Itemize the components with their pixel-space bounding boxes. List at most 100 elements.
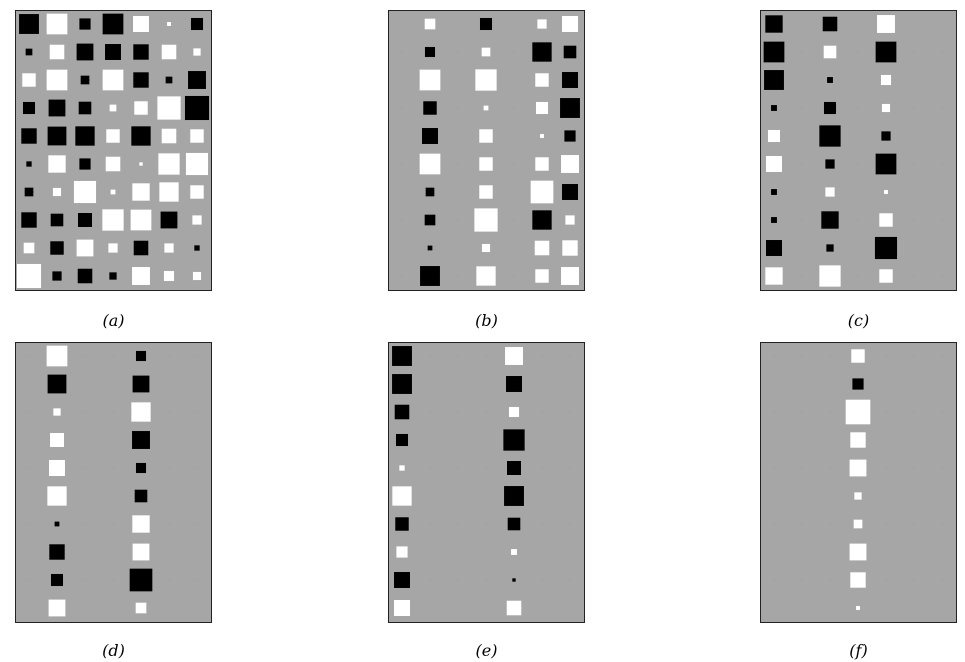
- hinton-svg: [760, 10, 957, 291]
- negative-weight-square: [771, 105, 777, 111]
- zero-weight-dot: [913, 191, 915, 193]
- positive-weight-square: [108, 243, 118, 253]
- zero-weight-dot: [112, 411, 114, 413]
- zero-weight-dot: [457, 79, 459, 81]
- caption-d: (d): [102, 641, 125, 660]
- zero-weight-dot: [112, 383, 114, 385]
- positive-weight-square: [102, 209, 124, 231]
- positive-weight-square: [506, 600, 522, 616]
- positive-weight-square: [46, 69, 68, 91]
- zero-weight-dot: [112, 467, 114, 469]
- zero-weight-dot: [829, 607, 831, 609]
- zero-weight-dot: [941, 579, 943, 581]
- zero-weight-dot: [913, 355, 915, 357]
- zero-weight-dot: [196, 383, 198, 385]
- zero-weight-dot: [84, 467, 86, 469]
- zero-weight-dot: [429, 607, 431, 609]
- negative-weight-square: [135, 350, 147, 362]
- zero-weight-dot: [913, 107, 915, 109]
- zero-weight-dot: [885, 607, 887, 609]
- zero-weight-dot: [801, 551, 803, 553]
- zero-weight-dot: [28, 383, 30, 385]
- positive-weight-square: [849, 459, 867, 477]
- zero-weight-dot: [913, 247, 915, 249]
- zero-weight-dot: [801, 523, 803, 525]
- positive-weight-square: [419, 153, 441, 175]
- negative-weight-square: [825, 159, 835, 169]
- zero-weight-dot: [773, 411, 775, 413]
- positive-weight-square: [50, 433, 64, 447]
- hinton-svg: [15, 342, 212, 623]
- negative-weight-square: [78, 213, 92, 227]
- zero-weight-dot: [773, 523, 775, 525]
- zero-weight-dot: [857, 135, 859, 137]
- zero-weight-dot: [541, 495, 543, 497]
- zero-weight-dot: [84, 411, 86, 413]
- zero-weight-dot: [457, 247, 459, 249]
- zero-weight-dot: [84, 439, 86, 441]
- negative-weight-square: [394, 404, 410, 420]
- negative-weight-square: [48, 99, 66, 117]
- zero-weight-dot: [801, 411, 803, 413]
- zero-weight-dot: [941, 79, 943, 81]
- zero-weight-dot: [28, 467, 30, 469]
- positive-weight-square: [479, 157, 493, 171]
- positive-weight-square: [76, 239, 94, 257]
- negative-weight-square: [132, 375, 150, 393]
- zero-weight-dot: [457, 135, 459, 137]
- zero-weight-dot: [941, 551, 943, 553]
- zero-weight-dot: [429, 467, 431, 469]
- negative-weight-square: [420, 266, 440, 286]
- zero-weight-dot: [801, 219, 803, 221]
- positive-weight-square: [565, 215, 575, 225]
- zero-weight-dot: [773, 439, 775, 441]
- negative-weight-square: [26, 161, 32, 167]
- positive-weight-square: [823, 45, 837, 59]
- negative-weight-square: [479, 17, 493, 31]
- zero-weight-dot: [913, 275, 915, 277]
- negative-weight-square: [21, 212, 37, 228]
- negative-weight-square: [771, 217, 777, 223]
- zero-weight-dot: [112, 607, 114, 609]
- zero-weight-dot: [885, 579, 887, 581]
- zero-weight-dot: [885, 383, 887, 385]
- negative-weight-square: [79, 158, 91, 170]
- positive-weight-square: [53, 408, 61, 416]
- zero-weight-dot: [84, 579, 86, 581]
- zero-weight-dot: [801, 383, 803, 385]
- negative-weight-square: [22, 101, 36, 115]
- zero-weight-dot: [513, 163, 515, 165]
- negative-weight-square: [424, 46, 436, 58]
- zero-weight-dot: [196, 411, 198, 413]
- zero-weight-dot: [829, 467, 831, 469]
- positive-weight-square: [424, 18, 436, 30]
- zero-weight-dot: [857, 275, 859, 277]
- zero-weight-dot: [941, 247, 943, 249]
- positive-weight-square: [46, 13, 68, 35]
- positive-weight-square: [139, 162, 143, 166]
- zero-weight-dot: [485, 523, 487, 525]
- zero-weight-dot: [168, 439, 170, 441]
- zero-weight-dot: [569, 411, 571, 413]
- negative-weight-square: [507, 461, 521, 475]
- negative-weight-square: [512, 578, 516, 582]
- negative-weight-square: [135, 462, 147, 474]
- zero-weight-dot: [513, 79, 515, 81]
- positive-weight-square: [135, 602, 147, 614]
- positive-weight-square: [157, 96, 181, 120]
- zero-weight-dot: [457, 191, 459, 193]
- positive-weight-square: [854, 492, 862, 500]
- zero-weight-dot: [913, 523, 915, 525]
- negative-weight-square: [821, 211, 839, 229]
- zero-weight-dot: [513, 247, 515, 249]
- positive-weight-square: [49, 460, 65, 476]
- zero-weight-dot: [569, 551, 571, 553]
- negative-weight-square: [47, 126, 67, 146]
- zero-weight-dot: [569, 579, 571, 581]
- zero-weight-dot: [112, 439, 114, 441]
- zero-weight-dot: [401, 275, 403, 277]
- positive-weight-square: [105, 156, 121, 172]
- zero-weight-dot: [485, 551, 487, 553]
- zero-weight-dot: [112, 495, 114, 497]
- zero-weight-dot: [401, 51, 403, 53]
